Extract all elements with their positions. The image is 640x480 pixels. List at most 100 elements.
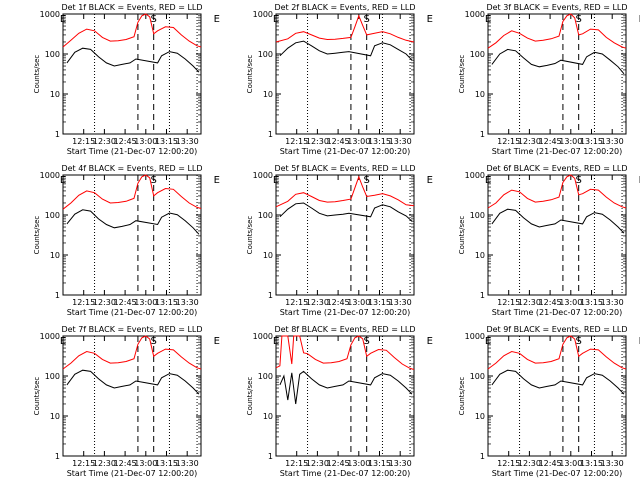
event-marker-label: E — [485, 336, 491, 347]
y-tick-label: 1000 — [253, 171, 273, 180]
y-tick-label: 1 — [55, 452, 60, 461]
event-marker-label: S — [576, 14, 582, 25]
event-marker-label: E — [485, 14, 491, 25]
x-tick-label: 12:15 — [285, 298, 308, 307]
x-axis-label: Start Time (21-Dec-07 12:00:20) — [280, 308, 411, 317]
panel-det-1: Det 1f BLACK = Events, RED = LLD 1 10 100 10… — [33, 3, 220, 156]
event-marker-label: S — [151, 336, 157, 347]
x-tick-label: 13:30 — [389, 137, 412, 146]
x-axis-label: Start Time (21-Dec-07 12:00:20) — [67, 147, 198, 156]
y-tick-label: 10 — [263, 90, 273, 99]
x-tick-label: 12:30 — [306, 459, 329, 468]
x-tick-label: 13:15 — [155, 298, 178, 307]
plot-frame — [62, 335, 202, 457]
x-axis-label: Start Time (21-Dec-07 12:00:20) — [280, 469, 411, 478]
x-tick-label: 12:45 — [327, 298, 350, 307]
y-tick-label: 1000 — [40, 10, 60, 19]
x-tick-label: 12:15 — [285, 459, 308, 468]
y-tick-label: 1000 — [253, 10, 273, 19]
y-tick-label: 1 — [480, 291, 485, 300]
lld-series-line — [275, 14, 415, 43]
lld-series-line — [62, 13, 202, 48]
x-tick-label: 12:15 — [72, 298, 95, 307]
y-tick-label: 1 — [55, 291, 60, 300]
y-tick-label: 1000 — [253, 332, 273, 341]
x-tick-label: 13:00 — [134, 137, 157, 146]
event-marker-label: E — [427, 175, 433, 186]
events-series-line — [491, 369, 625, 395]
lld-series-line — [62, 335, 202, 370]
y-tick-label: 100 — [45, 50, 60, 59]
event-marker-label: E — [427, 336, 433, 347]
y-axis-label: Counts/sec — [246, 216, 254, 255]
plot-frame — [275, 174, 415, 296]
event-marker-label: E — [214, 336, 220, 347]
x-tick-label: 12:45 — [539, 459, 562, 468]
plot-frame — [275, 13, 415, 135]
event-marker-label: E — [60, 175, 66, 186]
x-tick-label: 12:15 — [72, 459, 95, 468]
x-tick-label: 12:30 — [518, 298, 541, 307]
x-tick-label: 13:00 — [559, 298, 582, 307]
x-tick-label: 12:30 — [93, 459, 116, 468]
x-tick-label: 13:30 — [176, 298, 199, 307]
x-tick-label: 13:00 — [134, 459, 157, 468]
x-tick-label: 12:15 — [497, 137, 520, 146]
x-axis-label: Start Time (21-Dec-07 12:00:20) — [492, 469, 623, 478]
x-tick-label: 13:15 — [580, 298, 603, 307]
x-tick-label: 13:15 — [368, 137, 391, 146]
panel-title: Det 4f BLACK = Events, RED = LLD — [61, 164, 202, 173]
x-tick-label: 12:15 — [497, 298, 520, 307]
event-marker-label: E — [214, 14, 220, 25]
y-tick-label: 1 — [268, 452, 273, 461]
event-marker-label: E — [273, 175, 279, 186]
x-tick-label: 13:15 — [155, 459, 178, 468]
x-tick-label: 12:45 — [327, 459, 350, 468]
y-tick-label: 1000 — [40, 171, 60, 180]
panel-det-5: Det 5f BLACK = Events, RED = LLD 1 10 100 10… — [246, 164, 433, 317]
x-tick-label: 13:30 — [389, 459, 412, 468]
event-marker-label: E — [273, 336, 279, 347]
event-marker-label: S — [151, 14, 157, 25]
y-axis-label: Counts/sec — [33, 216, 41, 255]
panel-title: Det 8f BLACK = Events, RED = LLD — [274, 325, 415, 334]
y-tick-label: 10 — [50, 251, 60, 260]
event-marker-label: E — [639, 336, 640, 347]
x-tick-label: 12:30 — [306, 137, 329, 146]
panel-det-4: Det 4f BLACK = Events, RED = LLD 1 10 100 10… — [33, 164, 220, 317]
lld-series-line — [487, 13, 627, 49]
plot-frame — [487, 174, 627, 296]
x-axis-label: Start Time (21-Dec-07 12:00:20) — [492, 308, 623, 317]
x-tick-label: 12:30 — [93, 298, 116, 307]
x-tick-label: 12:45 — [539, 298, 562, 307]
lld-series-line — [62, 174, 202, 210]
x-tick-label: 12:30 — [306, 298, 329, 307]
x-tick-label: 13:00 — [347, 459, 370, 468]
events-series-line — [491, 48, 625, 75]
y-tick-label: 100 — [470, 211, 485, 220]
x-tick-label: 13:30 — [601, 298, 624, 307]
y-axis-label: Counts/sec — [246, 377, 254, 416]
x-tick-label: 13:15 — [580, 137, 603, 146]
plot-frame — [487, 13, 627, 135]
y-tick-label: 100 — [258, 211, 273, 220]
x-tick-label: 12:45 — [327, 137, 350, 146]
x-tick-label: 13:30 — [176, 137, 199, 146]
panel-det-3: Det 3f BLACK = Events, RED = LLD 1 10 100 10… — [458, 3, 640, 156]
event-marker-label: S — [364, 14, 370, 25]
y-tick-label: 1 — [480, 452, 485, 461]
y-tick-label: 1000 — [40, 332, 60, 341]
x-tick-label: 13:15 — [580, 459, 603, 468]
x-axis-label: Start Time (21-Dec-07 12:00:20) — [280, 147, 411, 156]
panel-title: Det 9f BLACK = Events, RED = LLD — [486, 325, 627, 334]
panel-title: Det 1f BLACK = Events, RED = LLD — [61, 3, 202, 12]
x-tick-label: 12:30 — [518, 137, 541, 146]
event-marker-label: S — [364, 175, 370, 186]
events-series-line — [66, 209, 200, 235]
plot-frame — [275, 335, 415, 457]
y-axis-label: Counts/sec — [458, 377, 466, 416]
y-tick-label: 100 — [470, 372, 485, 381]
event-marker-label: E — [427, 14, 433, 25]
y-tick-label: 10 — [263, 412, 273, 421]
